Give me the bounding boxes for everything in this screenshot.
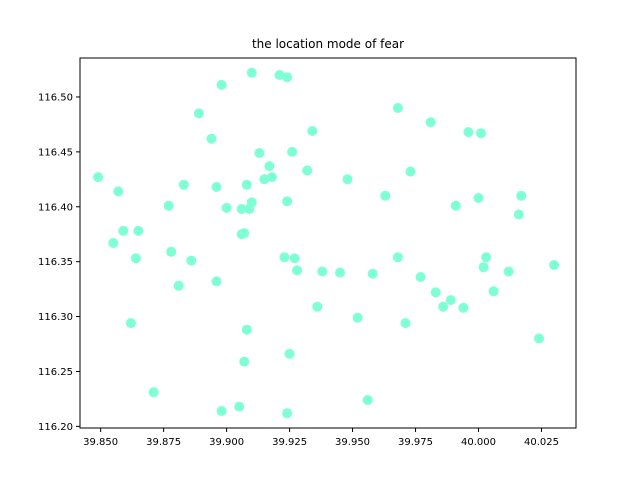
scatter-point (234, 401, 245, 412)
scatter-point (216, 79, 227, 90)
scatter-point (279, 252, 290, 263)
scatter-point (450, 200, 461, 211)
x-tick-label: 39.850 (83, 437, 118, 448)
scatter-point (302, 165, 313, 176)
scatter-point (392, 252, 403, 263)
x-tick-label: 39.975 (398, 437, 433, 448)
scatter-point (148, 387, 159, 398)
x-tick-label: 39.950 (335, 437, 370, 448)
scatter-point (400, 318, 411, 329)
scatter-point (335, 267, 345, 278)
scatter-point (239, 356, 250, 367)
scatter-point (307, 126, 318, 136)
scatter-point (488, 286, 499, 297)
scatter-point (445, 295, 456, 306)
scatter-point (246, 67, 257, 78)
scatter-point (125, 318, 136, 329)
scatter-point (352, 312, 363, 323)
data-points (93, 67, 560, 419)
scatter-point (367, 268, 378, 279)
scatter-point (282, 72, 293, 83)
scatter-point (476, 128, 486, 139)
scatter-point (362, 395, 373, 405)
scatter-point (241, 324, 252, 335)
scatter-point (312, 301, 323, 312)
y-tick-label: 116.35 (38, 257, 73, 268)
y-tick-label: 116.25 (38, 367, 73, 378)
scatter-point (458, 302, 469, 313)
y-tick-label: 116.20 (38, 422, 73, 433)
y-axis-ticks: 116.20 116.25 116.30 116.35 116.40 116.45 116.… (38, 92, 80, 433)
scatter-point (438, 301, 449, 312)
scatter-point (133, 225, 144, 236)
scatter-point (118, 225, 129, 236)
scatter-point (503, 266, 514, 277)
scatter-point (216, 406, 227, 416)
scatter-point (93, 172, 104, 183)
scatter-point (211, 182, 222, 192)
scatter-point (173, 280, 184, 291)
scatter-point (430, 287, 441, 298)
scatter-point (264, 161, 275, 172)
scatter-point (463, 127, 474, 138)
scatter-point (405, 166, 416, 177)
scatter-point (513, 209, 524, 220)
scatter-point (282, 196, 293, 207)
scatter-point (166, 246, 177, 257)
y-tick-label: 116.30 (38, 312, 73, 323)
scatter-point (211, 276, 222, 287)
scatter-point (534, 333, 544, 344)
scatter-point (380, 190, 391, 201)
scatter-point (178, 179, 189, 190)
scatter-point (549, 260, 560, 270)
x-tick-label: 40.000 (461, 437, 496, 448)
chart-title: the location mode of fear (252, 37, 404, 51)
scatter-point (481, 252, 492, 263)
y-tick-label: 116.45 (38, 147, 73, 158)
y-tick-label: 116.40 (38, 202, 73, 213)
scatter-point (108, 238, 119, 248)
scatter-point (392, 103, 403, 113)
scatter-point (282, 408, 293, 419)
scatter-point (289, 253, 300, 264)
scatter-point (186, 255, 197, 266)
scatter-point (284, 348, 295, 359)
scatter-point (292, 265, 303, 276)
scatter-point (246, 197, 257, 208)
scatter-point (425, 117, 436, 128)
scatter-point (274, 70, 285, 80)
scatter-point (206, 133, 217, 144)
scatter-point (342, 174, 353, 185)
scatter-point (254, 148, 265, 158)
scatter-point (473, 193, 484, 203)
scatter-point (259, 174, 270, 185)
plot-frame (79, 57, 577, 429)
x-tick-label: 40.025 (524, 437, 559, 448)
scatter-point (287, 146, 298, 157)
y-tick-label: 116.50 (38, 92, 73, 103)
scatter-point (113, 186, 124, 197)
scatter-point (478, 262, 489, 273)
scatter-point (415, 272, 426, 282)
scatter-point (516, 190, 527, 201)
scatter-point (236, 204, 247, 214)
scatter-point (267, 172, 277, 183)
scatter-point (221, 202, 232, 213)
x-axis-ticks: 39.850 39.875 39.900 39.925 39.950 39.975 40.0… (83, 428, 559, 448)
scatter-point (193, 108, 204, 119)
x-tick-label: 39.925 (272, 437, 307, 448)
x-tick-label: 39.875 (146, 437, 181, 448)
scatter-point (130, 253, 141, 264)
scatter-point (241, 179, 252, 190)
scatter-point (163, 200, 174, 211)
x-tick-label: 39.900 (209, 437, 244, 448)
scatter-point (239, 228, 250, 239)
scatter-point (317, 266, 328, 277)
